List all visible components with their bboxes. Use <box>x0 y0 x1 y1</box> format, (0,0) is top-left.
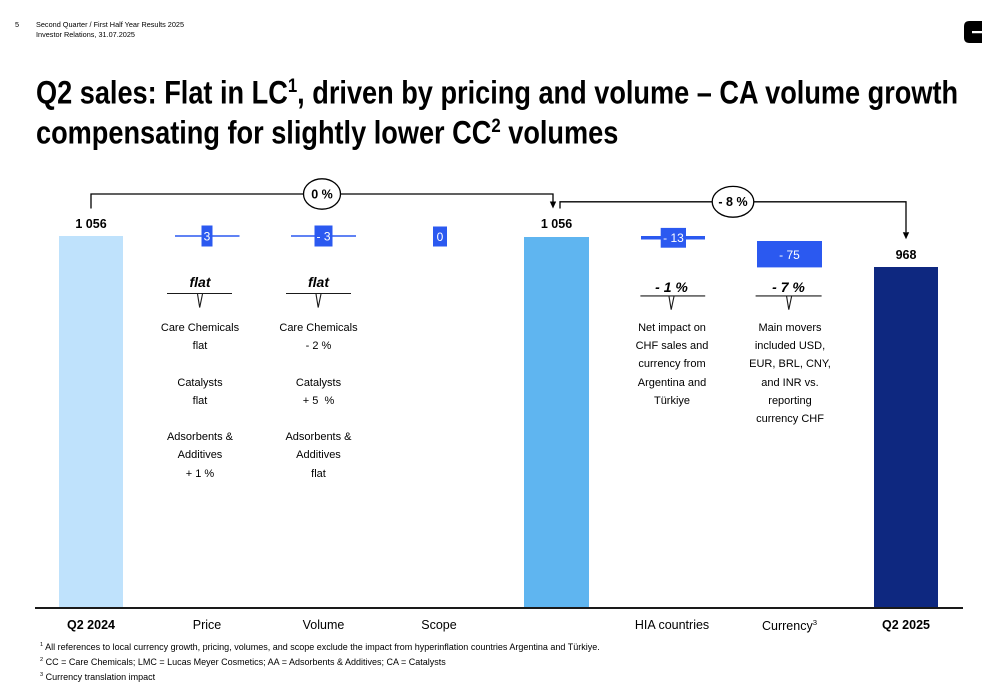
svg-text:0: 0 <box>437 230 444 244</box>
svg-text:- 13: - 13 <box>663 231 684 245</box>
svg-text:3: 3 <box>204 230 211 244</box>
svg-text:- 8 %: - 8 % <box>718 195 747 209</box>
svg-text:- 3: - 3 <box>316 230 330 244</box>
svg-text:- 75: - 75 <box>779 248 800 262</box>
svg-text:0 %: 0 % <box>311 187 333 201</box>
